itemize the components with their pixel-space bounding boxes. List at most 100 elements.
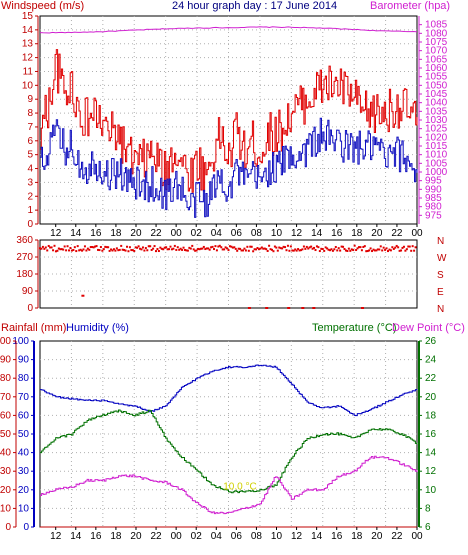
wind-tick-label: 8 [27,108,33,119]
direction-point [311,247,314,250]
direction-point [65,249,68,252]
temperature-tick-label: 6 [425,522,431,533]
direction-point [82,248,85,251]
direction-point [49,246,52,249]
temperature-tick-label: 10 [425,485,437,496]
wind-x-tick-label: 02 [191,228,203,239]
direction-point [276,249,279,252]
humidity-x-tick-label: 16 [331,531,343,542]
wind-x-tick-label: 12 [291,228,303,239]
direction-point [402,245,405,248]
direction-point [323,249,326,252]
dewpoint-series-line [40,455,418,515]
direction-point [359,246,362,249]
direction-point [255,248,258,251]
direction-point [155,250,157,253]
direction-point [282,245,285,248]
direction-point [226,247,229,250]
direction-point [63,245,66,248]
direction-point [349,249,352,252]
direction-point [54,250,57,253]
direction-point [131,249,134,252]
direction-point [363,245,366,248]
direction-point [97,248,99,251]
direction-point [147,245,150,248]
direction-outlier-point [312,307,316,309]
direction-point [140,248,143,251]
direction-point [331,249,334,252]
direction-point [192,248,195,251]
temperature-tick-label: 26 [425,336,437,347]
barometer-tick-label: 1080 [425,28,448,39]
direction-point [343,247,346,250]
direction-point [371,250,374,253]
rainfall-tick-label: 10 [0,503,11,514]
direction-point [278,246,281,249]
direction-point [110,248,113,251]
direction-point [201,247,204,250]
direction-point [297,248,300,251]
direction-point [152,247,155,250]
direction-point [137,245,140,248]
direction-point [104,245,107,248]
direction-point [153,245,156,248]
direction-tick-label: 0 [27,303,33,314]
direction-point [247,249,250,252]
humidity-x-tick-label: 06 [231,531,243,542]
direction-point [279,247,282,250]
direction-point [197,247,200,250]
direction-point [165,246,168,249]
direction-point [111,249,114,252]
direction-point [218,244,221,247]
direction-point [398,249,401,252]
direction-tick-label: 270 [16,252,33,263]
wind-x-tick-label: 22 [151,228,163,239]
temperature-axis-title: Temperature (°C) [312,322,396,334]
wind-x-tick-label: 00 [411,228,423,239]
direction-point [395,244,398,247]
humidity-tick-label: 90 [18,355,30,366]
direction-point [207,247,210,250]
direction-point [271,248,273,251]
direction-point [373,249,376,252]
wind-tick-label: 5 [27,150,33,161]
direction-point [198,248,201,251]
rainfall-tick-label: 90 [0,355,11,366]
direction-point [169,245,172,248]
direction-point [221,248,224,251]
direction-point [336,249,339,252]
barometer-series-line [39,26,418,34]
direction-point [168,248,171,251]
wind-tick-label: 15 [22,11,34,22]
direction-point [39,247,41,250]
direction-point [231,246,234,249]
wind-x-tick-label: 18 [110,228,122,239]
wind-x-tick-label: 12 [50,228,62,239]
direction-point [385,247,388,250]
humidity-tick-label: 50 [18,429,30,440]
humidity-x-tick-label: 22 [391,531,403,542]
direction-point [411,245,414,248]
temperature-tick-label: 20 [425,392,437,403]
direction-point [179,247,182,250]
direction-point [318,250,321,253]
direction-point [256,246,259,249]
direction-point [136,246,139,249]
direction-point [78,249,81,252]
direction-point [353,244,356,247]
barometer-tick-label: 1045 [425,89,448,100]
direction-point [414,246,417,249]
direction-point [405,248,408,251]
direction-tick-label: 180 [16,269,33,280]
compass-label: E [437,287,444,298]
humidity-x-tick-label: 14 [70,531,82,542]
direction-point [333,248,336,251]
direction-point [384,248,387,251]
wind-tick-label: 14 [22,25,34,36]
rainfall-tick-label: 30 [0,466,11,477]
direction-point [387,250,389,253]
direction-point [202,245,205,248]
direction-point [375,249,378,252]
